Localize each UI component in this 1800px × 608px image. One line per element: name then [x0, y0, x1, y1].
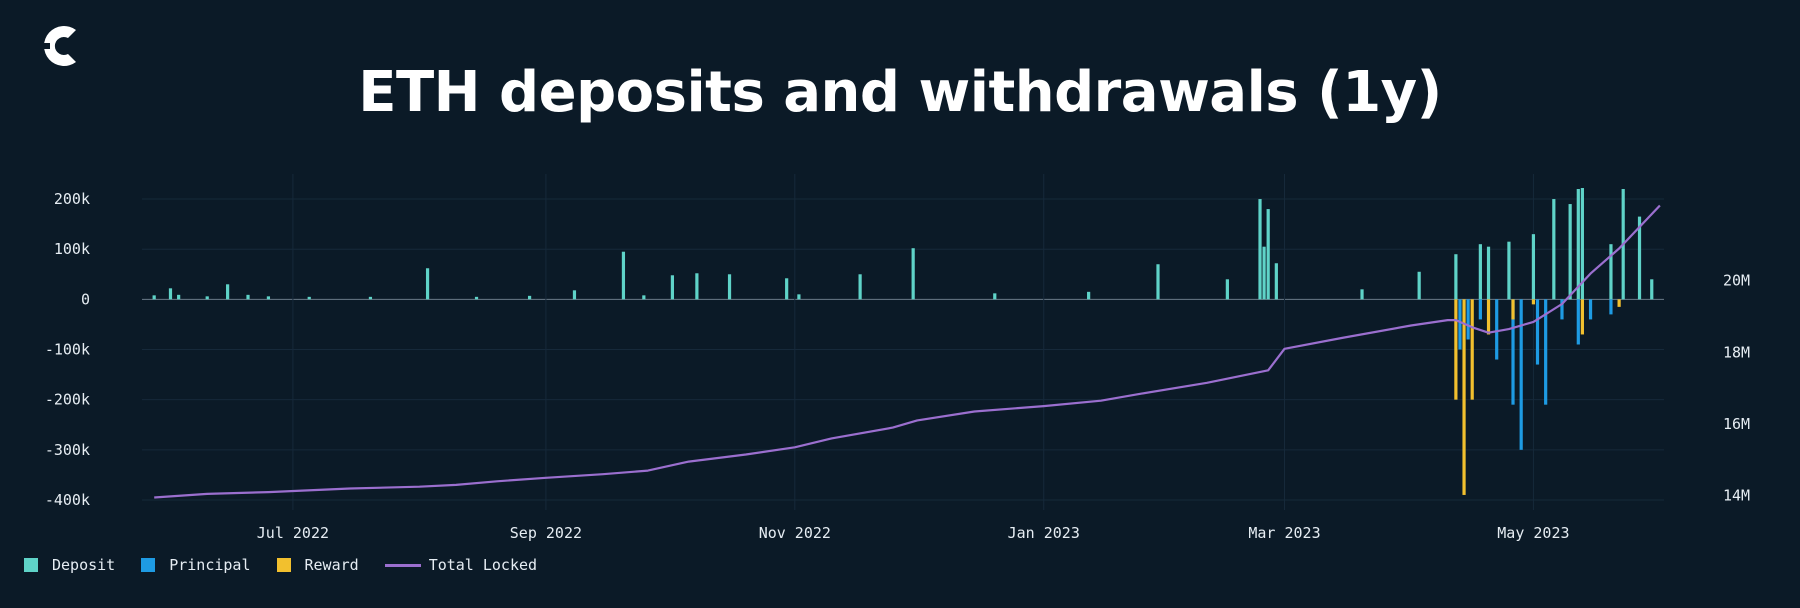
bar-deposit	[911, 248, 915, 300]
bar-principal	[1588, 299, 1593, 320]
bar-principal	[1544, 299, 1548, 405]
bar-principal	[1535, 299, 1540, 365]
y-left-tick-label: 200k	[54, 190, 90, 208]
bar-deposit	[1552, 199, 1556, 300]
bar-deposit	[168, 288, 173, 300]
bar-deposit	[1262, 246, 1266, 300]
bar-reward	[1531, 299, 1536, 305]
bar-principal	[1609, 299, 1613, 315]
bar-reward	[1486, 299, 1491, 335]
bar-deposit	[1580, 188, 1584, 300]
x-tick-label: Sep 2022	[510, 524, 582, 542]
bar-deposit	[1266, 209, 1270, 300]
bar-deposit	[307, 296, 311, 300]
bar-reward	[1580, 299, 1584, 335]
bar-reward	[1617, 299, 1621, 307]
bar-deposit	[858, 274, 862, 300]
bar-deposit	[1156, 264, 1160, 300]
legend-swatch-reward	[276, 558, 291, 572]
bar-deposit	[266, 296, 271, 300]
y-right-tick-label: 20M	[1723, 272, 1750, 290]
legend-swatch-principal	[141, 558, 156, 572]
bar-deposit	[368, 296, 373, 300]
y-right-tick-label: 16M	[1723, 415, 1750, 433]
bar-reward	[1454, 299, 1458, 400]
x-tick-label: Nov 2022	[759, 524, 831, 542]
bar-deposit	[1225, 279, 1229, 300]
bar-deposit	[1417, 271, 1421, 300]
y-left-tick-label: 0	[81, 290, 90, 308]
bar-principal	[1576, 299, 1580, 345]
bar-deposit	[1360, 289, 1364, 300]
bar-deposit	[152, 295, 156, 300]
legend-swatch-total-locked	[384, 563, 421, 567]
bar-deposit	[1637, 216, 1642, 300]
legend-item-reward[interactable]: Reward	[276, 556, 359, 574]
x-tick-label: Jan 2023	[1008, 524, 1080, 542]
bar-deposit	[1576, 189, 1580, 300]
bar-deposit	[1609, 244, 1613, 300]
bar-deposit	[474, 296, 479, 300]
bar-reward	[1462, 299, 1466, 495]
y-left-tick-label: -200k	[45, 391, 90, 409]
bar-principal	[1511, 299, 1515, 405]
legend-item-total-locked[interactable]: Total Locked	[384, 556, 538, 574]
bar-deposit	[621, 251, 626, 300]
bar-principal	[1466, 299, 1470, 340]
bar-deposit	[670, 275, 675, 300]
bar-deposit	[642, 295, 646, 300]
legend-item-principal[interactable]: Principal	[141, 556, 251, 574]
legend-item-deposit[interactable]: Deposit	[24, 556, 115, 574]
bar-deposit	[205, 296, 209, 300]
bar-deposit	[1478, 244, 1482, 300]
bar-deposit	[1507, 241, 1511, 300]
bar-deposit	[527, 295, 532, 300]
bar-deposit	[1486, 246, 1491, 300]
y-right-tick-label: 14M	[1723, 487, 1750, 505]
bar-deposit	[1274, 263, 1278, 300]
y-right-tick-label: 18M	[1723, 343, 1750, 361]
bar-deposit	[695, 273, 699, 300]
chart-title: ETH deposits and withdrawals (1y)	[358, 60, 1442, 125]
bar-deposit	[1531, 234, 1536, 300]
bar-principal	[1560, 299, 1564, 320]
chart-legend: Deposit Principal Reward Total Locked	[24, 556, 563, 574]
line-total-locked	[154, 204, 1661, 499]
bar-deposit	[785, 278, 789, 300]
legend-label-reward: Reward	[304, 556, 359, 574]
cointelegraph-logo	[30, 16, 90, 76]
y-left-tick-label: 100k	[54, 240, 90, 258]
x-tick-label: Jul 2022	[257, 524, 329, 542]
bar-deposit	[177, 294, 181, 300]
bar-deposit	[993, 293, 997, 300]
legend-label-deposit: Deposit	[52, 556, 116, 574]
bar-principal	[1495, 299, 1499, 360]
bar-principal	[1519, 299, 1523, 450]
legend-swatch-deposit	[24, 558, 38, 572]
x-tick-label: Mar 2023	[1248, 524, 1320, 542]
bar-deposit	[727, 274, 732, 300]
bar-principal	[1458, 299, 1462, 350]
x-tick-label: May 2023	[1497, 524, 1569, 542]
bar-deposit	[1568, 204, 1572, 300]
bar-reward	[1470, 299, 1474, 400]
legend-label-principal: Principal	[169, 556, 251, 574]
y-left-tick-label: -100k	[45, 341, 90, 359]
y-left-tick-label: -300k	[45, 441, 90, 459]
bar-deposit	[1258, 199, 1262, 300]
bar-deposit	[425, 268, 430, 300]
bar-deposit	[572, 290, 577, 300]
bar-deposit	[797, 294, 801, 300]
bar-principal	[1478, 299, 1482, 320]
legend-label-total-locked: Total Locked	[428, 556, 538, 574]
bar-deposit	[226, 284, 230, 300]
bar-deposit	[1087, 291, 1091, 300]
bar-deposit	[1650, 279, 1654, 300]
y-left-tick-label: -400k	[45, 491, 90, 509]
bar-deposit	[1454, 254, 1458, 300]
bar-deposit	[246, 294, 250, 300]
bar-reward	[1511, 299, 1515, 320]
